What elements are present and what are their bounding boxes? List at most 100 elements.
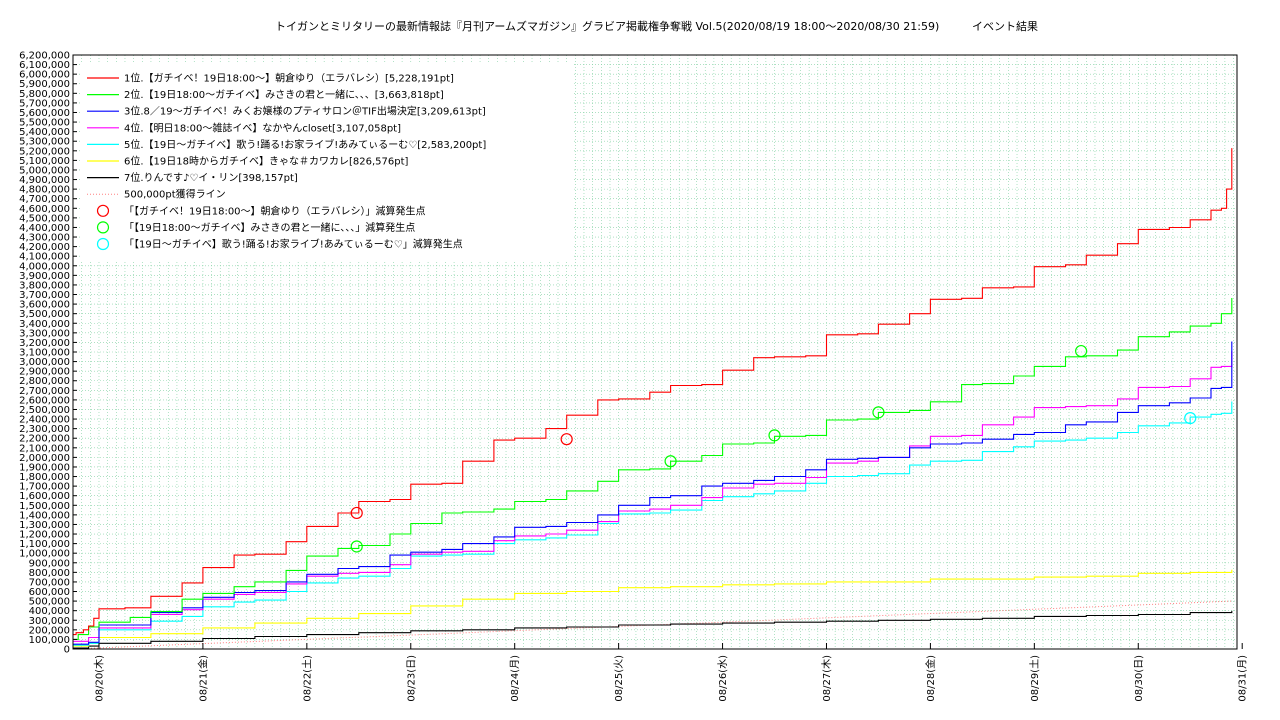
marker-point [560,433,573,446]
y-tick-label: 3,200,000 [19,338,70,349]
y-tick-label: 5,100,000 [19,156,70,167]
y-tick-label: 6,000,000 [19,70,70,81]
y-tick-label: 4,600,000 [19,204,70,215]
y-tick-label: 1,900,000 [19,462,70,473]
marker-point [664,455,677,468]
grid [72,54,1237,650]
y-tick-label: 4,200,000 [19,242,70,253]
x-tick-label: 08/28(金) [924,655,937,702]
legend: 1位.【ガチイベ！19日18:00〜】朝倉ゆり（エラバレシ）[5,228,191… [80,64,573,261]
y-tick-label: 3,900,000 [19,271,70,282]
x-tick-label: 08/22(土) [300,655,313,702]
y-tick-label: 4,000,000 [19,261,70,272]
y-tick-label: 3,400,000 [19,319,70,330]
y-tick-label: 2,500,000 [19,405,70,416]
y-tick-label: 4,100,000 [19,252,70,263]
series-layer [73,148,1233,649]
y-tick-label: 200,000 [29,625,70,636]
y-tick-label: 2,800,000 [19,376,70,387]
series-line [73,569,1233,647]
legend-label: 4位.【明日18:00〜雑誌イベ】なかやんcloset[3,107,058pt] [124,121,401,134]
legend-label: 6位.【19日18時からガチイベ】きゃな＃カワカレ[826,576pt] [124,155,409,168]
y-tick-label: 3,800,000 [19,280,70,291]
series-line [73,401,1233,646]
legend-label: 5位.【19日〜ガチイベ】歌う!踊る!お家ライブ!あみてぃるーむ♡[2,583,… [124,138,486,151]
marker-point [768,429,781,442]
y-tick-label: 2,000,000 [19,453,70,464]
y-tick-label: 5,300,000 [19,137,70,148]
legend-label: 7位.りんです♪♡イ・リン[398,157pt] [124,171,298,184]
y-tick-label: 2,400,000 [19,415,70,426]
legend-marker [96,204,110,217]
y-tick-label: 5,700,000 [19,98,70,109]
y-tick-label: 4,300,000 [19,233,70,244]
markers-layer [350,344,1197,553]
x-tick-label: 08/21(金) [196,655,209,702]
y-tick-label: 6,200,000 [19,51,70,62]
marker-point [350,540,363,553]
y-tick-label: 5,900,000 [19,79,70,90]
y-tick-label: 700,000 [29,577,70,588]
y-tick-label: 5,500,000 [19,118,70,129]
series-line [73,298,1233,640]
y-tick-label: 1,600,000 [19,491,70,502]
series-line [73,351,1233,642]
y-tick-label: 2,100,000 [19,443,70,454]
y-tick-label: 100,000 [29,635,70,646]
x-tick-label: 08/27(木) [821,655,833,702]
marker-point [350,506,363,520]
y-tick-label: 2,600,000 [19,395,70,406]
y-tick-label: 300,000 [29,616,70,627]
y-tick-label: 3,500,000 [19,309,70,320]
legend-label: 1位.【ガチイベ！19日18:00〜】朝倉ゆり（エラバレシ）[5,228,191… [124,72,454,85]
y-axis: 0100,000200,000300,000400,000500,000600,… [19,51,77,656]
y-tick-label: 5,400,000 [19,127,70,138]
y-tick-label: 2,200,000 [19,434,70,445]
y-tick-label: 3,700,000 [19,290,70,301]
y-tick-label: 2,700,000 [19,386,70,397]
series-line [73,610,1233,649]
y-tick-label: 1,400,000 [19,510,70,521]
y-tick-label: 1,300,000 [19,520,70,531]
marker-point [1075,344,1088,358]
y-tick-label: 4,700,000 [19,194,70,205]
x-tick-label: 08/29(土) [1028,655,1041,702]
y-tick-label: 1,100,000 [19,539,70,550]
y-tick-label: 1,800,000 [19,472,70,483]
y-tick-label: 6,100,000 [19,60,70,71]
y-tick-label: 1,500,000 [19,501,70,512]
x-tick-label: 08/25(火) [613,655,625,702]
chart-title: トイガンとミリタリーの最新情報誌『月刊アームズマガジン』グラビア掲載権争奪戦 V… [275,19,939,33]
y-tick-label: 800,000 [29,568,70,579]
y-tick-label: 5,600,000 [19,108,70,119]
y-tick-label: 3,600,000 [19,300,70,311]
legend-label: 「【19日〜ガチイベ】歌う!踊る!お家ライブ!あみてぃるーむ♡」減算発生点 [124,238,463,251]
y-tick-label: 3,100,000 [19,348,70,359]
legend-label: 「【ガチイベ！19日18:00〜】朝倉ゆり（エラバレシ）」減算発生点 [124,204,425,217]
legend-label: 「【19日18:00〜ガチイベ】みさきの君と一緒に、、、」減算発生点 [124,221,415,234]
legend-box [80,64,573,261]
y-tick-label: 5,000,000 [19,165,70,176]
x-axis: 08/20(木) 08/21(金) 08/22(土) 08/23(日) 08/24(月)… [93,643,1249,702]
x-tick-label: 08/26(水) [717,655,729,702]
y-tick-label: 5,800,000 [19,89,70,100]
y-tick-label: 400,000 [29,606,70,617]
x-tick-label: 08/23(日) [406,655,417,702]
legend-marker [96,237,110,251]
chart-subtitle: イベント結果 [972,19,1038,33]
y-tick-label: 1,700,000 [19,482,70,493]
legend-label: 500,000pt獲得ライン [124,188,226,201]
marker-point [1184,412,1197,425]
y-tick-label: 1,000,000 [19,549,70,560]
y-tick-label: 4,500,000 [19,213,70,224]
y-tick-label: 3,000,000 [19,357,70,368]
series-line [73,148,1233,636]
legend-label: 3位.8／19〜ガチイベ！みくお嬢様のプティサロン＠TIF出場決定[3,209,… [124,105,486,118]
y-tick-label: 0 [64,645,70,656]
x-tick-label: 08/20(木) [93,655,105,702]
y-tick-label: 500,000 [29,597,70,608]
legend-marker [96,221,110,234]
y-tick-label: 2,900,000 [19,367,70,378]
y-tick-label: 4,800,000 [19,185,70,196]
